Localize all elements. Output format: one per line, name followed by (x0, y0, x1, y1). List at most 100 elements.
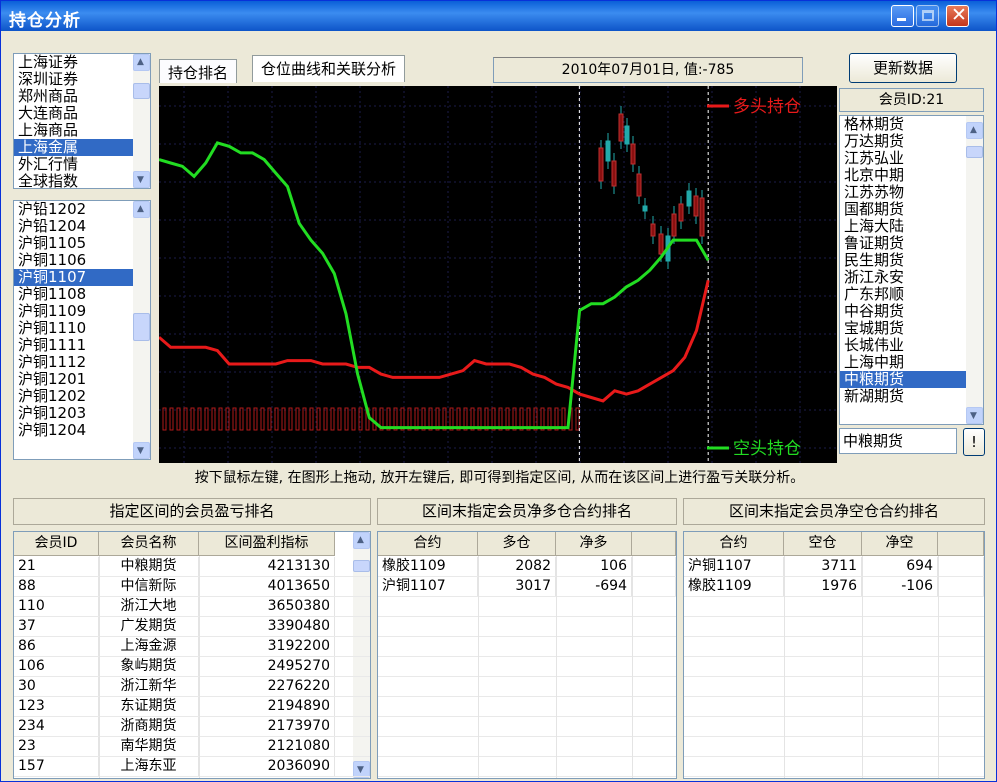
exclamation-button[interactable]: ! (963, 428, 985, 456)
member-item[interactable]: 北京中期 (844, 166, 905, 184)
member-item[interactable]: 中谷期货 (844, 302, 905, 320)
column-header[interactable]: 净多 (556, 532, 632, 556)
scroll-thumb[interactable] (353, 560, 370, 572)
contract-item[interactable]: 沪铜1201 (18, 370, 87, 388)
contract-item[interactable]: 沪铅1202 (18, 200, 87, 218)
member-item[interactable]: 宝城期货 (844, 319, 905, 337)
scroll-thumb[interactable] (133, 83, 150, 99)
table-row[interactable]: 234 浙商期货 2173970 (14, 717, 335, 736)
scroll-thumb[interactable] (133, 313, 150, 341)
scroll-thumb[interactable] (966, 146, 983, 158)
minimize-button[interactable] (891, 5, 914, 27)
member-item[interactable]: 长城伟业 (844, 336, 905, 354)
member-item[interactable]: 新湖期货 (844, 387, 905, 405)
member-item[interactable]: 民生期货 (844, 251, 905, 269)
market-item[interactable]: 上海商品 (18, 121, 79, 139)
member-scrollbar[interactable]: ▲ ▼ (966, 116, 983, 424)
member-item[interactable]: 江苏苏物 (844, 183, 905, 201)
contract-item[interactable]: 沪铜1204 (18, 421, 87, 439)
contract-item[interactable]: 沪铅1204 (18, 217, 87, 235)
column-header[interactable]: 合约 (378, 532, 478, 556)
table-row[interactable]: 沪铜1107 3017 -694 (378, 577, 676, 596)
scroll-up-button[interactable]: ▲ (133, 54, 150, 71)
member-item[interactable]: 上海中期 (844, 353, 905, 371)
market-item[interactable]: 上海证券 (18, 53, 79, 71)
member-item[interactable]: 万达期货 (844, 132, 905, 150)
contract-item[interactable]: 沪铜1108 (18, 285, 87, 303)
contract-item[interactable]: 沪铜1202 (18, 387, 87, 405)
table-cell: 2121080 (199, 737, 335, 756)
market-scrollbar[interactable]: ▲ ▼ (133, 54, 150, 188)
member-item[interactable]: 江苏弘业 (844, 149, 905, 167)
maximize-icon (922, 10, 934, 21)
tab-position-ranking[interactable]: 持仓排名 (159, 59, 238, 83)
column-header[interactable]: 区间盈利指标 (199, 532, 335, 556)
market-list[interactable]: 上海证券 深圳证券 郑州商品 大连商品 上海商品 上海金属 外汇行情 全球指数 ▲ ▼ (13, 53, 151, 189)
contract-item[interactable]: 沪铜1112 (18, 353, 87, 371)
table-row[interactable]: 37 广发期货 3390480 (14, 617, 335, 636)
member-item[interactable]: 上海大陆 (844, 217, 905, 235)
table-row[interactable]: 110 浙江大地 3650380 (14, 597, 335, 616)
table-cell: 4213130 (199, 557, 335, 576)
market-item[interactable]: 大连商品 (18, 104, 79, 122)
column-header[interactable]: 空仓 (784, 532, 862, 556)
table-row[interactable]: 21 中粮期货 4213130 (14, 557, 335, 576)
scroll-down-button[interactable]: ▼ (133, 442, 150, 459)
scroll-down-button[interactable]: ▼ (966, 407, 983, 424)
column-header[interactable]: 会员名称 (99, 532, 199, 556)
row-divider (684, 656, 984, 657)
tab-position-curve[interactable]: 仓位曲线和关联分析 (252, 55, 406, 82)
member-list[interactable]: 格林期货 万达期货 江苏弘业 北京中期 江苏苏物 国都期货 上海大陆 鲁证期货 民生期货 浙江永安… (839, 115, 984, 425)
close-button[interactable]: ✕ (946, 4, 969, 27)
table-header: 合约 空仓 净空 (684, 532, 984, 556)
maximize-button[interactable] (916, 5, 939, 27)
market-item[interactable]: 全球指数 (18, 172, 79, 189)
selected-member-field[interactable]: 中粮期货 (839, 428, 957, 454)
table-row[interactable]: 106 象屿期货 2495270 (14, 657, 335, 676)
contract-item[interactable]: 沪铜1203 (18, 404, 87, 422)
table-row[interactable]: 橡胶1109 1976 -106 (684, 577, 984, 596)
member-item[interactable]: 中粮期货 (840, 371, 966, 388)
column-header[interactable]: 合约 (684, 532, 784, 556)
scroll-up-button[interactable]: ▲ (353, 532, 370, 549)
table-scrollbar[interactable]: ▲ ▼ (353, 532, 370, 778)
contract-scrollbar[interactable]: ▲ ▼ (133, 201, 150, 459)
column-header[interactable]: 多仓 (478, 532, 556, 556)
column-header[interactable]: 净空 (862, 532, 938, 556)
contract-item[interactable]: 沪铜1111 (18, 336, 87, 354)
contract-item[interactable]: 沪铜1106 (18, 251, 87, 269)
member-item[interactable]: 广东邦顺 (844, 285, 905, 303)
table-row[interactable]: 157 上海东亚 2036090 (14, 757, 335, 776)
scroll-up-button[interactable]: ▲ (133, 201, 150, 218)
table-row[interactable]: 88 中信新际 4013650 (14, 577, 335, 596)
table-row[interactable]: 橡胶1109 2082 106 (378, 557, 676, 576)
net-long-table[interactable]: 合约 多仓 净多 橡胶1109 2082 106 沪铜1107 3017 -694 (377, 531, 677, 779)
table-row[interactable]: 23 南华期货 2121080 (14, 737, 335, 756)
position-chart[interactable]: 多头持仓 空头持仓 (158, 86, 837, 463)
scroll-up-button[interactable]: ▲ (966, 122, 983, 139)
table-row[interactable]: 123 东证期货 2194890 (14, 697, 335, 716)
member-item[interactable]: 浙江永安 (844, 268, 905, 286)
contract-item[interactable]: 沪铜1110 (18, 319, 87, 337)
scroll-down-button[interactable]: ▼ (133, 171, 150, 188)
market-item[interactable]: 郑州商品 (18, 87, 79, 105)
net-short-table[interactable]: 合约 空仓 净空 沪铜1107 3711 694 橡胶1109 1976 -106 (683, 531, 985, 779)
scroll-down-button[interactable]: ▼ (353, 761, 370, 778)
table-row[interactable]: 沪铜1107 3711 694 (684, 557, 984, 576)
update-data-button[interactable]: 更新数据 (849, 53, 957, 83)
contract-item[interactable]: 沪铜1107 (14, 269, 133, 286)
title-bar[interactable]: 持仓分析 ✕ (1, 1, 996, 31)
column-header[interactable]: 会员ID (14, 532, 99, 556)
member-item[interactable]: 鲁证期货 (844, 234, 905, 252)
market-item[interactable]: 深圳证券 (18, 70, 79, 88)
table-row[interactable]: 86 上海金源 3192200 (14, 637, 335, 656)
contract-item[interactable]: 沪铜1109 (18, 302, 87, 320)
member-item[interactable]: 国都期货 (844, 200, 905, 218)
member-pnl-table[interactable]: 会员ID 会员名称 区间盈利指标 ▲ ▼ 21 中粮期货 4213130 88 中信新际… (13, 531, 371, 779)
table-row[interactable]: 30 浙江新华 2276220 (14, 677, 335, 696)
market-item[interactable]: 上海金属 (14, 139, 133, 156)
market-item[interactable]: 外汇行情 (18, 155, 79, 173)
member-item[interactable]: 格林期货 (844, 115, 905, 133)
contract-list[interactable]: 沪铅1202 沪铅1204 沪铜1105 沪铜1106 沪铜1107 沪铜1108 沪铜11… (13, 200, 151, 460)
contract-item[interactable]: 沪铜1105 (18, 234, 87, 252)
